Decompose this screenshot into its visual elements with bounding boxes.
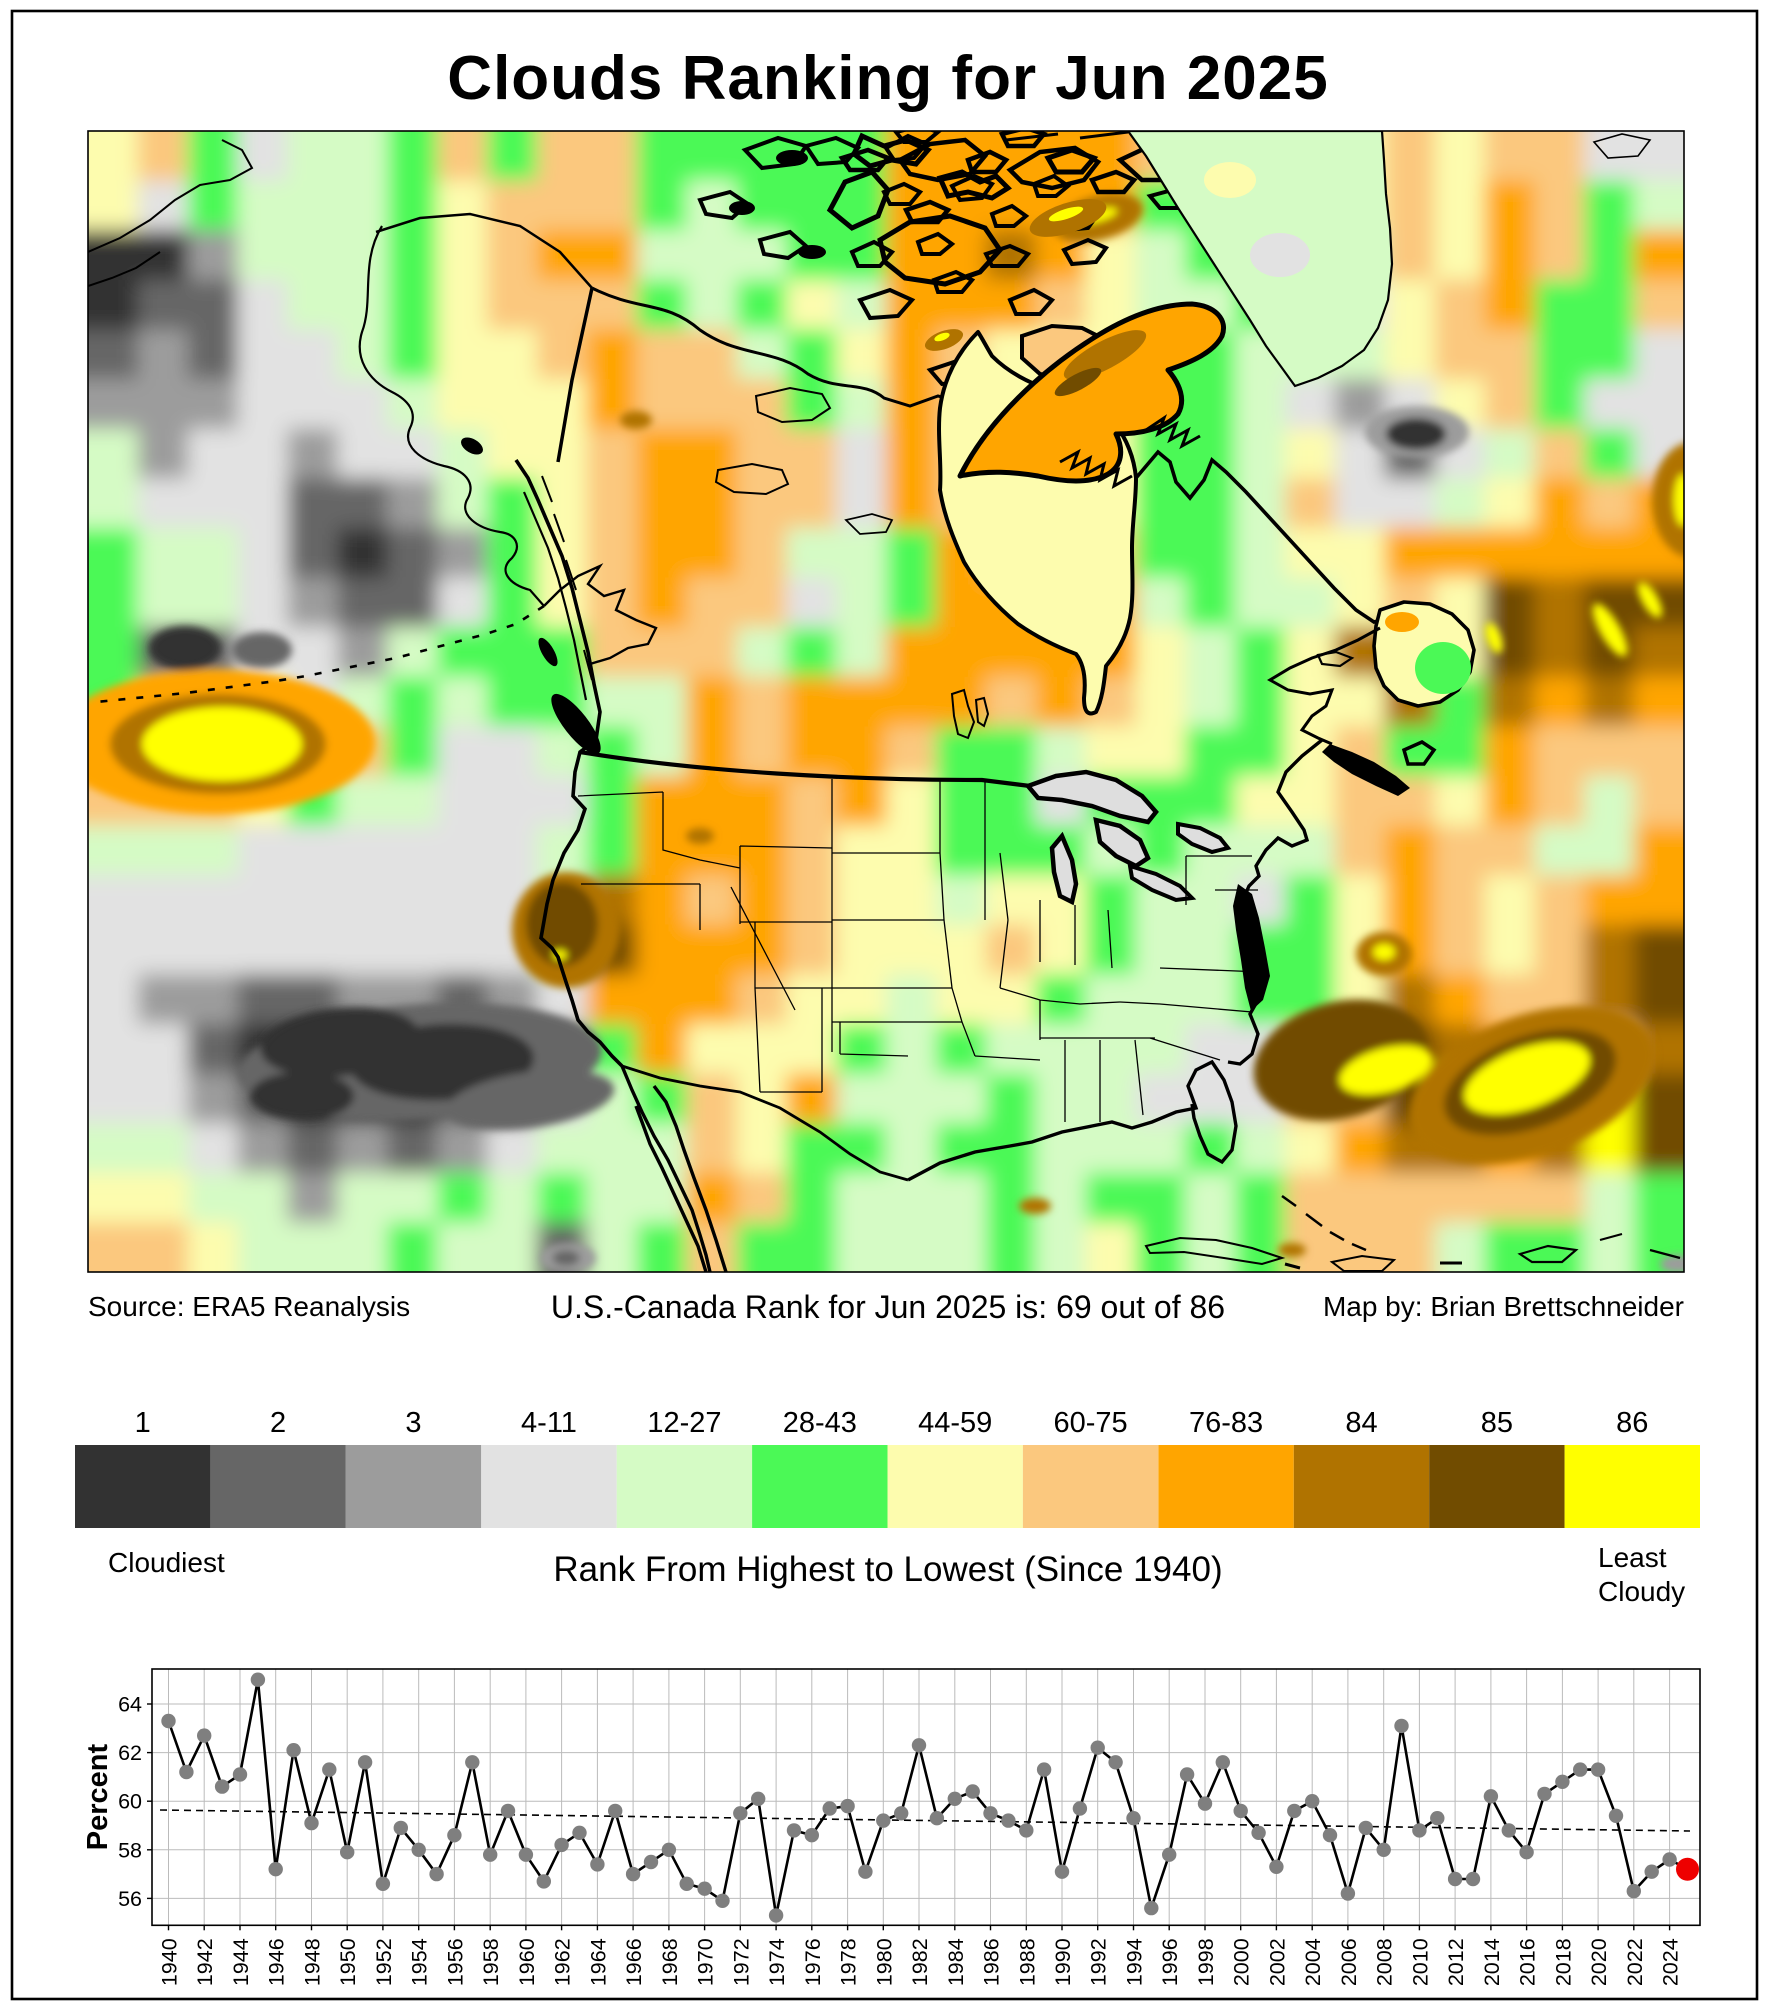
svg-text:2020: 2020	[1587, 1938, 1611, 1986]
svg-text:2004: 2004	[1301, 1938, 1325, 1986]
svg-text:1956: 1956	[443, 1938, 467, 1986]
svg-text:2002: 2002	[1265, 1938, 1289, 1986]
svg-text:1986: 1986	[980, 1938, 1004, 1986]
svg-text:1966: 1966	[622, 1938, 646, 1986]
svg-text:U.S.-Canada Rank for Jun 2025: U.S.-Canada Rank for Jun 2025 is: 69 out…	[551, 1289, 1225, 1325]
svg-text:60-75: 60-75	[1054, 1407, 1128, 1439]
svg-text:1940: 1940	[158, 1938, 182, 1986]
svg-text:1972: 1972	[729, 1938, 753, 1986]
svg-text:1984: 1984	[944, 1938, 968, 1986]
svg-text:1974: 1974	[765, 1938, 789, 1986]
svg-text:1: 1	[135, 1407, 151, 1439]
svg-text:1958: 1958	[479, 1938, 503, 1986]
svg-text:1952: 1952	[372, 1938, 396, 1986]
svg-text:Percent: Percent	[82, 1743, 114, 1850]
svg-text:Cloudiest: Cloudiest	[108, 1547, 225, 1578]
svg-text:1998: 1998	[1194, 1938, 1218, 1986]
svg-text:2022: 2022	[1623, 1938, 1647, 1986]
svg-text:44-59: 44-59	[918, 1407, 992, 1439]
svg-text:64: 64	[118, 1693, 142, 1717]
svg-text:Cloudy: Cloudy	[1598, 1576, 1685, 1607]
svg-text:1942: 1942	[193, 1938, 217, 1986]
svg-text:Rank From Highest to Lowest (S: Rank From Highest to Lowest (Since 1940)	[553, 1550, 1222, 1589]
svg-text:1944: 1944	[229, 1938, 253, 1986]
svg-text:1946: 1946	[265, 1938, 289, 1986]
svg-text:2024: 2024	[1659, 1938, 1683, 1986]
svg-text:1994: 1994	[1123, 1938, 1147, 1986]
svg-text:1968: 1968	[658, 1938, 682, 1986]
svg-text:2016: 2016	[1516, 1938, 1540, 1986]
svg-text:1996: 1996	[1158, 1938, 1182, 1986]
svg-text:2006: 2006	[1337, 1938, 1361, 1986]
svg-text:1960: 1960	[515, 1938, 539, 1986]
svg-text:3: 3	[405, 1407, 421, 1439]
svg-text:85: 85	[1481, 1407, 1513, 1439]
svg-text:2014: 2014	[1480, 1938, 1504, 1986]
svg-text:1982: 1982	[908, 1938, 932, 1986]
svg-text:Map by: Brian Brettschneider: Map by: Brian Brettschneider	[1323, 1291, 1684, 1322]
svg-text:1988: 1988	[1015, 1938, 1039, 1986]
svg-text:1962: 1962	[551, 1938, 575, 1986]
svg-text:4-11: 4-11	[521, 1407, 577, 1439]
svg-text:2008: 2008	[1373, 1938, 1397, 1986]
svg-text:Least: Least	[1598, 1542, 1667, 1573]
svg-text:Source: ERA5 Reanalysis: Source: ERA5 Reanalysis	[88, 1291, 410, 1322]
svg-text:58: 58	[118, 1838, 142, 1862]
svg-text:1976: 1976	[801, 1938, 825, 1986]
svg-text:76-83: 76-83	[1189, 1407, 1263, 1439]
svg-text:2000: 2000	[1230, 1938, 1254, 1986]
svg-text:1950: 1950	[336, 1938, 360, 1986]
svg-text:62: 62	[118, 1741, 142, 1765]
svg-text:2: 2	[270, 1407, 286, 1439]
svg-text:84: 84	[1345, 1407, 1377, 1439]
svg-text:28-43: 28-43	[783, 1407, 857, 1439]
svg-text:2018: 2018	[1551, 1938, 1575, 1986]
svg-text:1992: 1992	[1087, 1938, 1111, 1986]
svg-text:1948: 1948	[301, 1938, 325, 1986]
svg-text:Clouds Ranking for Jun 2025: Clouds Ranking for Jun 2025	[447, 44, 1328, 113]
svg-text:2010: 2010	[1408, 1938, 1432, 1986]
svg-text:60: 60	[118, 1790, 142, 1814]
svg-text:1954: 1954	[408, 1938, 432, 1986]
svg-text:86: 86	[1616, 1407, 1648, 1439]
svg-text:1978: 1978	[837, 1938, 861, 1986]
svg-text:12-27: 12-27	[647, 1407, 721, 1439]
svg-text:1990: 1990	[1051, 1938, 1075, 1986]
svg-text:2012: 2012	[1444, 1938, 1468, 1986]
svg-text:1964: 1964	[586, 1938, 610, 1986]
svg-text:56: 56	[118, 1887, 142, 1911]
svg-text:1970: 1970	[694, 1938, 718, 1986]
svg-text:1980: 1980	[872, 1938, 896, 1986]
